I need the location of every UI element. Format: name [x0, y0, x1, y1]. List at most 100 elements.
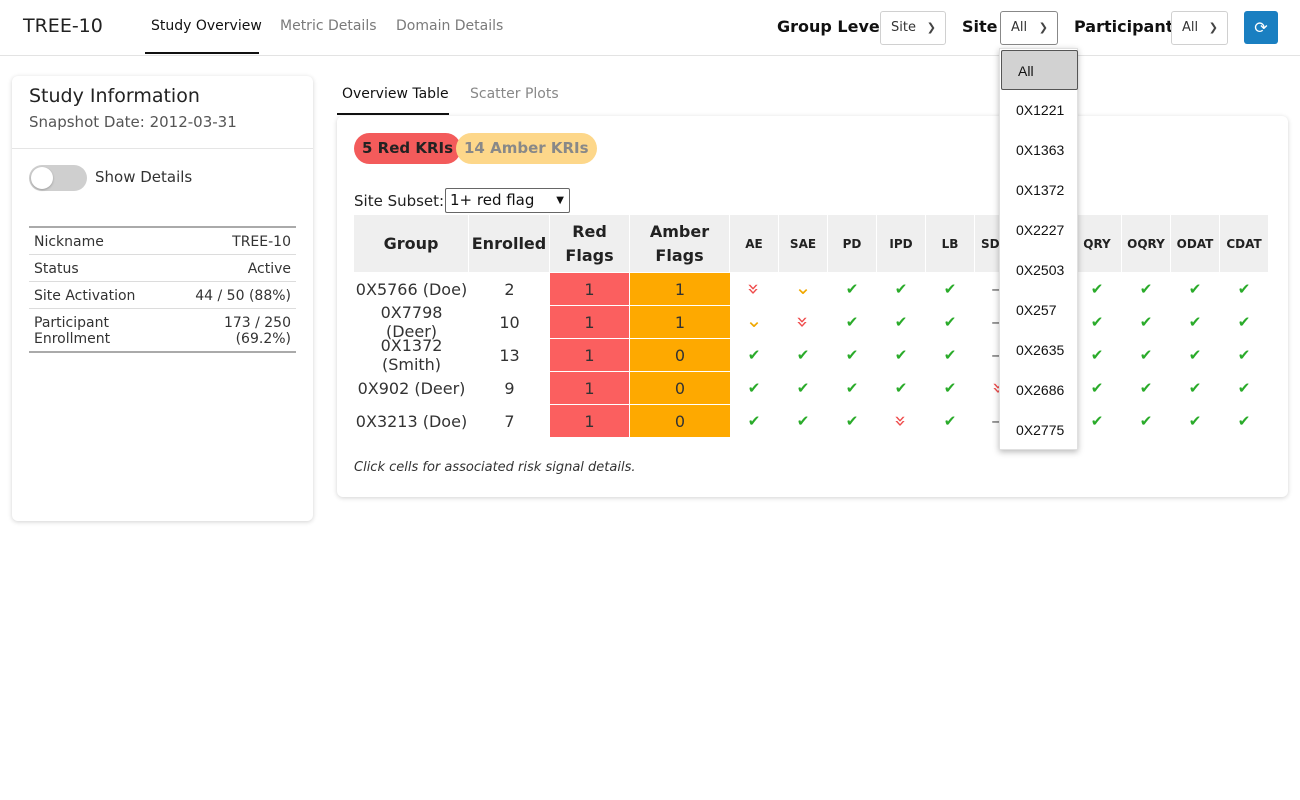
- nav-metric-details[interactable]: Metric Details: [280, 18, 377, 34]
- site-option[interactable]: 0X2775: [1016, 422, 1065, 438]
- participant-select[interactable]: All ❯: [1171, 11, 1228, 45]
- metric-cell[interactable]: ✔: [1171, 273, 1219, 305]
- check-icon: ✔: [796, 379, 810, 397]
- metric-cell[interactable]: ⌄: [730, 306, 778, 338]
- info-row-nickname: Nickname TREE-10: [29, 228, 296, 255]
- metric-cell[interactable]: ✔: [1073, 372, 1121, 404]
- amber-flags-cell[interactable]: 1: [630, 306, 730, 338]
- metric-cell[interactable]: ✔: [926, 306, 974, 338]
- site-option[interactable]: All: [1001, 50, 1078, 90]
- metric-cell[interactable]: ✔: [1220, 372, 1268, 404]
- metric-cell[interactable]: ✔: [1220, 306, 1268, 338]
- metric-cell[interactable]: ✔: [828, 306, 876, 338]
- red-flags-cell[interactable]: 1: [550, 372, 629, 404]
- metric-header-sae[interactable]: SAE: [779, 215, 827, 272]
- metric-cell[interactable]: ✔: [1220, 273, 1268, 305]
- site-option[interactable]: 0X257: [1016, 302, 1057, 318]
- metric-cell[interactable]: ✔: [779, 372, 827, 404]
- metric-cell[interactable]: ✔: [779, 405, 827, 437]
- site-option[interactable]: 0X2503: [1016, 262, 1065, 278]
- metric-cell[interactable]: ✔: [828, 372, 876, 404]
- metric-cell[interactable]: ✔: [877, 339, 925, 371]
- metric-cell[interactable]: ✔: [877, 273, 925, 305]
- metric-header-oqry[interactable]: OQRY: [1122, 215, 1170, 272]
- metric-cell[interactable]: ✔: [877, 306, 925, 338]
- chevron-down-icon: ▼: [556, 195, 564, 206]
- metric-header-cdat[interactable]: CDAT: [1220, 215, 1268, 272]
- metric-cell[interactable]: ✔: [1122, 339, 1170, 371]
- metric-cell[interactable]: ✔: [926, 339, 974, 371]
- metric-cell[interactable]: ✔: [1122, 372, 1170, 404]
- tab-overview-table[interactable]: Overview Table: [342, 86, 449, 102]
- metric-header-ae[interactable]: AE: [730, 215, 778, 272]
- metric-cell[interactable]: ✔: [1073, 273, 1121, 305]
- nav-domain-details[interactable]: Domain Details: [396, 18, 504, 34]
- metric-cell[interactable]: ✔: [1220, 405, 1268, 437]
- metric-cell[interactable]: ✔: [779, 339, 827, 371]
- red-flags-cell[interactable]: 1: [550, 339, 629, 371]
- check-icon: ✔: [1139, 379, 1153, 397]
- metric-cell[interactable]: ✔: [926, 372, 974, 404]
- amber-flags-cell[interactable]: 0: [630, 339, 730, 371]
- nav-study-overview[interactable]: Study Overview: [151, 18, 262, 34]
- chevron-down-icon: ⌄: [745, 308, 763, 332]
- group-cell[interactable]: 0X902 (Deer): [357, 378, 466, 398]
- site-option[interactable]: 0X2227: [1016, 222, 1065, 238]
- metric-header-pd[interactable]: PD: [828, 215, 876, 272]
- metric-cell[interactable]: ✔: [1073, 405, 1121, 437]
- metric-cell[interactable]: ✔: [828, 339, 876, 371]
- group-level-select[interactable]: Site ❯: [880, 11, 946, 45]
- metric-cell[interactable]: ✔: [1122, 273, 1170, 305]
- group-cell[interactable]: 0X3213 (Doe): [355, 411, 468, 431]
- metric-cell[interactable]: ✔: [1220, 339, 1268, 371]
- red-flags-cell[interactable]: 1: [550, 405, 629, 437]
- site-option[interactable]: 0X1372: [1016, 182, 1065, 198]
- metric-cell[interactable]: ✔: [828, 273, 876, 305]
- check-icon: ✔: [747, 346, 761, 364]
- metric-cell[interactable]: ✔: [926, 405, 974, 437]
- metric-cell[interactable]: ✔: [1171, 306, 1219, 338]
- metric-header-ipd[interactable]: IPD: [877, 215, 925, 272]
- amber-kri-badge[interactable]: 14 Amber KRIs: [456, 133, 597, 164]
- metric-cell[interactable]: »: [730, 273, 778, 305]
- metric-header-lb[interactable]: LB: [926, 215, 974, 272]
- metric-cell[interactable]: ✔: [926, 273, 974, 305]
- metric-cell[interactable]: ✔: [730, 339, 778, 371]
- metric-cell[interactable]: ⌄: [779, 273, 827, 305]
- tab-active-underline: [337, 113, 449, 115]
- metric-cell[interactable]: ✔: [1073, 306, 1121, 338]
- info-label: Status: [34, 261, 79, 277]
- metric-cell[interactable]: ✔: [1171, 339, 1219, 371]
- metric-cell[interactable]: ✔: [877, 372, 925, 404]
- metric-cell[interactable]: »: [779, 306, 827, 338]
- metric-cell[interactable]: ✔: [730, 372, 778, 404]
- metric-cell[interactable]: ✔: [730, 405, 778, 437]
- amber-flags-cell[interactable]: 1: [630, 273, 730, 305]
- metric-cell[interactable]: ✔: [1073, 339, 1121, 371]
- site-option[interactable]: 0X2686: [1016, 382, 1065, 398]
- metric-cell[interactable]: ✔: [1122, 405, 1170, 437]
- tab-scatter-plots[interactable]: Scatter Plots: [470, 86, 559, 102]
- site-option[interactable]: 0X2635: [1016, 342, 1065, 358]
- amber-flags-cell[interactable]: 0: [630, 372, 730, 404]
- metric-header-qry[interactable]: QRY: [1073, 215, 1121, 272]
- metric-cell[interactable]: »: [877, 405, 925, 437]
- site-select[interactable]: All ❯: [1000, 11, 1058, 45]
- site-subset-select[interactable]: 1+ red flag ▼: [445, 188, 570, 213]
- group-cell[interactable]: 0X1372 (Smith): [380, 336, 443, 374]
- metric-cell[interactable]: ✔: [1171, 372, 1219, 404]
- red-flags-cell[interactable]: 1: [550, 306, 629, 338]
- red-flags-cell[interactable]: 1: [550, 273, 629, 305]
- metric-cell[interactable]: ✔: [1122, 306, 1170, 338]
- amber-flags-cell[interactable]: 0: [630, 405, 730, 437]
- site-option[interactable]: 0X1363: [1016, 142, 1065, 158]
- group-cell[interactable]: 0X5766 (Doe): [355, 279, 468, 299]
- metric-cell[interactable]: ✔: [1171, 405, 1219, 437]
- site-option[interactable]: 0X1221: [1016, 102, 1065, 118]
- show-details-toggle[interactable]: [29, 165, 87, 191]
- metric-cell[interactable]: ✔: [828, 405, 876, 437]
- red-kri-badge[interactable]: 5 Red KRIs: [354, 133, 462, 164]
- refresh-button[interactable]: ⟳: [1244, 11, 1278, 44]
- metric-header-odat[interactable]: ODAT: [1171, 215, 1219, 272]
- group-cell[interactable]: 0X7798 (Deer): [380, 303, 443, 341]
